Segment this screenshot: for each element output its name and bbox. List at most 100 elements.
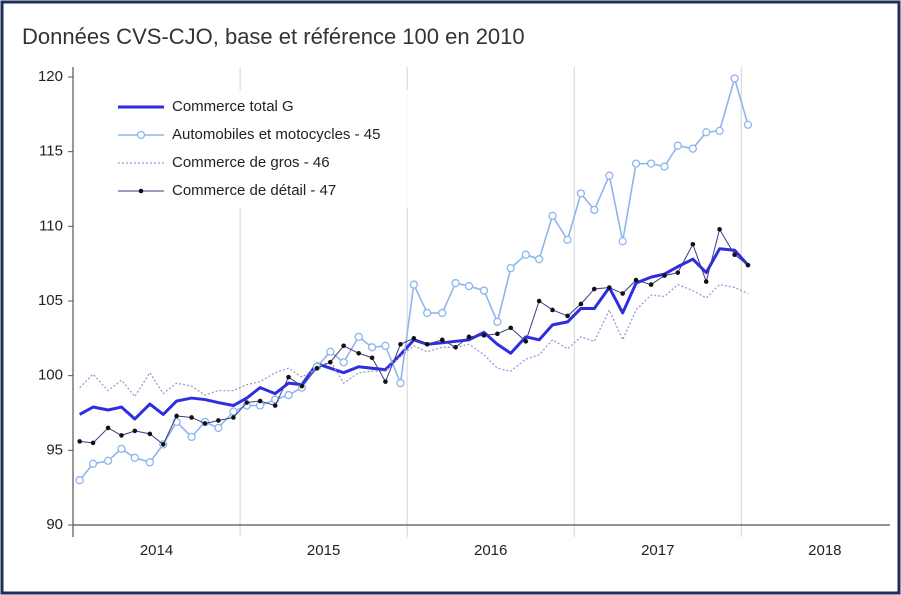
point — [132, 428, 138, 434]
chart-title: Données CVS-CJO, base et référence 100 e… — [22, 24, 525, 49]
point — [299, 383, 305, 389]
point — [369, 355, 375, 361]
point — [88, 459, 98, 468]
point — [424, 342, 430, 347]
y-tick-label: 100 — [38, 367, 63, 384]
point — [633, 277, 639, 283]
legend-label: Commerce total G — [172, 98, 294, 115]
point — [214, 423, 223, 433]
point — [327, 359, 333, 365]
y-tick-label: 90 — [46, 516, 63, 533]
point — [367, 343, 377, 352]
point — [481, 333, 487, 338]
point — [464, 281, 474, 291]
point — [339, 358, 348, 367]
point — [354, 332, 363, 341]
point — [703, 279, 709, 284]
point — [717, 227, 722, 232]
point — [506, 263, 515, 273]
legend-label: Commerce de gros - 46 — [172, 154, 330, 171]
y-tick-label: 115 — [39, 143, 63, 160]
point — [563, 235, 572, 244]
point — [607, 285, 612, 290]
legend-label: Commerce de détail - 47 — [172, 182, 336, 199]
point — [174, 413, 179, 419]
point — [620, 291, 625, 296]
point — [411, 336, 417, 341]
point — [286, 374, 291, 380]
point — [618, 237, 627, 246]
point — [187, 432, 196, 442]
point — [383, 379, 388, 384]
point — [216, 418, 221, 423]
series-line — [79, 283, 749, 398]
point — [565, 313, 570, 319]
point — [284, 390, 293, 400]
point — [495, 331, 500, 337]
point — [229, 407, 238, 416]
legend-marker — [138, 188, 144, 194]
point — [508, 325, 514, 331]
x-tick-label: 2015 — [307, 542, 340, 559]
point — [536, 298, 542, 304]
point — [730, 74, 739, 83]
point — [438, 308, 447, 318]
point — [702, 128, 711, 137]
point — [189, 415, 194, 420]
point — [660, 162, 669, 171]
point — [548, 211, 557, 221]
x-tick-label: 2017 — [641, 542, 674, 559]
point — [493, 317, 502, 327]
point — [591, 286, 597, 292]
x-tick-label: 2014 — [140, 542, 173, 559]
point — [160, 442, 166, 447]
point — [631, 159, 641, 168]
point — [576, 189, 586, 198]
point — [103, 456, 113, 465]
point — [715, 126, 724, 135]
point — [326, 347, 335, 356]
point — [550, 307, 555, 313]
point — [439, 337, 445, 343]
point — [409, 280, 418, 289]
point — [648, 282, 654, 287]
point — [119, 433, 124, 438]
point — [75, 476, 84, 485]
point — [314, 365, 320, 371]
point — [105, 425, 111, 431]
point — [479, 286, 489, 295]
point — [688, 144, 698, 153]
point — [77, 439, 82, 444]
point — [521, 250, 530, 259]
point — [202, 421, 208, 426]
legend-marker — [136, 130, 146, 140]
point — [145, 458, 155, 467]
point — [605, 171, 614, 180]
point — [453, 344, 458, 350]
point — [90, 440, 96, 446]
point — [130, 453, 139, 462]
point — [523, 339, 529, 344]
point — [745, 262, 751, 268]
point — [732, 252, 737, 258]
point — [257, 398, 263, 404]
y-tick-label: 120 — [38, 68, 63, 85]
point — [398, 342, 403, 347]
x-tick-label: 2016 — [474, 542, 507, 559]
point — [690, 241, 696, 247]
point — [673, 141, 682, 150]
y-tick-label: 95 — [46, 441, 63, 458]
point — [590, 205, 599, 215]
point — [381, 341, 390, 350]
point — [231, 415, 236, 420]
x-tick-label: 2018 — [808, 542, 841, 559]
point — [341, 343, 346, 349]
point — [534, 255, 544, 264]
point — [244, 400, 250, 405]
y-tick-label: 105 — [38, 292, 63, 309]
point — [451, 278, 460, 288]
legend-label: Automobiles et motocycles - 45 — [172, 126, 380, 143]
point — [423, 308, 432, 318]
point — [578, 301, 584, 307]
